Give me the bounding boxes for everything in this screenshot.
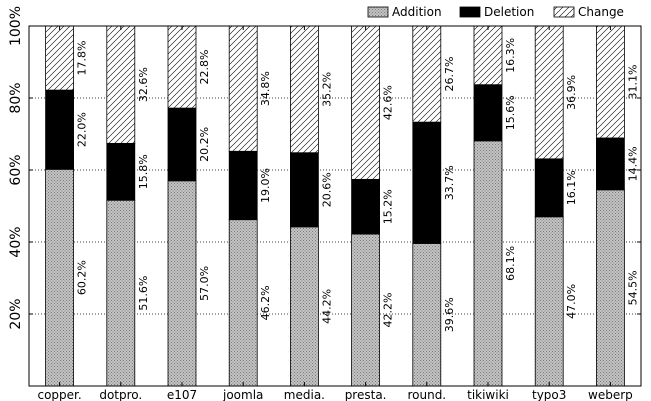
bars: [45, 25, 625, 387]
bar-addition-0: [45, 168, 74, 387]
x-tick-label: tikiwiki: [467, 388, 509, 401]
bar-change-7: [473, 25, 503, 86]
y-tick-label: 20%: [8, 298, 24, 329]
data-label-change-0: 17.8%: [76, 41, 89, 76]
y-tick-label: 60%: [8, 154, 24, 185]
data-label-addition-9: 54.5%: [626, 270, 639, 305]
x-tick-label: joomla: [222, 388, 263, 401]
data-label-deletion-5: 15.2%: [382, 189, 395, 224]
data-label-addition-8: 47.0%: [565, 284, 578, 319]
legend-label-change: Change: [578, 5, 624, 19]
data-label-deletion-6: 33.7%: [443, 165, 456, 200]
data-label-deletion-4: 20.6%: [320, 172, 333, 207]
bar-change-8: [534, 25, 564, 160]
legend-swatch-addition: [367, 6, 389, 18]
data-label-change-7: 16.3%: [504, 38, 517, 73]
bar-addition-5: [351, 233, 381, 387]
bar-deletion-1: [106, 142, 136, 201]
data-labels: 60.2% 22.0% 17.8% 51.6% 15.8% 32.6% 57.0% 20.2%…: [76, 38, 640, 332]
bar-deletion-0: [45, 89, 74, 170]
data-label-deletion-1: 15.8%: [137, 154, 150, 189]
bar-change-4: [289, 25, 319, 154]
data-label-addition-4: 44.2%: [320, 289, 333, 324]
bar-change-0: [45, 25, 74, 91]
data-label-change-2: 22.8%: [198, 50, 211, 85]
data-label-change-9: 31.1%: [626, 65, 639, 100]
data-label-change-4: 35.2%: [320, 72, 333, 107]
x-tick-label: media.: [284, 388, 325, 401]
data-label-addition-7: 68.1%: [504, 246, 517, 281]
x-tick-label: typo3: [532, 388, 566, 401]
data-label-change-3: 34.8%: [259, 71, 272, 106]
bar-addition-4: [289, 226, 319, 387]
y-tick-label: 40%: [8, 226, 24, 257]
bar-addition-7: [473, 140, 503, 387]
x-tick-label: copper.: [37, 388, 81, 401]
plot-frame: [28, 25, 642, 387]
bar-deletion-4: [289, 152, 319, 228]
data-label-addition-1: 51.6%: [137, 276, 150, 311]
data-label-deletion-8: 16.1%: [565, 170, 578, 205]
bar-change-9: [596, 25, 625, 139]
bar-change-2: [167, 25, 197, 109]
data-label-deletion-7: 15.6%: [504, 95, 517, 130]
x-tick-label: dotpro.: [99, 388, 142, 401]
legend-swatch-change: [553, 6, 575, 18]
x-tick-label: round.: [407, 388, 446, 401]
data-label-addition-5: 42.2%: [382, 293, 395, 328]
legend-label-deletion: Deletion: [484, 5, 534, 19]
bar-deletion-8: [534, 158, 564, 218]
data-label-deletion-2: 20.2%: [198, 127, 211, 162]
bar-addition-9: [596, 189, 625, 387]
y-axis: 20% 40% 60% 80% 100%: [8, 6, 641, 330]
data-label-addition-2: 57.0%: [198, 266, 211, 301]
data-label-addition-6: 39.6%: [443, 297, 456, 332]
bar-change-3: [228, 25, 258, 152]
data-label-change-5: 42.6%: [382, 85, 395, 120]
x-tick-label: presta.: [345, 388, 387, 401]
x-tick-label: e107: [167, 388, 197, 401]
data-label-deletion-9: 14.4%: [626, 146, 639, 181]
legend: Addition Deletion Change: [367, 5, 624, 19]
bar-deletion-7: [473, 84, 503, 142]
bar-addition-8: [534, 216, 564, 387]
bar-addition-1: [106, 199, 136, 387]
x-tick-label: weberp: [588, 388, 633, 401]
bar-addition-2: [167, 180, 197, 387]
legend-label-addition: Addition: [392, 5, 442, 19]
y-tick-label: 80%: [8, 82, 24, 113]
data-label-change-6: 26.7%: [443, 57, 456, 92]
bar-deletion-3: [228, 150, 258, 221]
bar-deletion-5: [351, 178, 381, 235]
x-axis: copper. dotpro. e107 joomla media. presta. rou…: [37, 26, 633, 401]
bar-change-6: [412, 25, 442, 123]
bar-change-5: [351, 25, 381, 180]
data-label-change-8: 36.9%: [565, 75, 578, 110]
legend-swatch-deletion: [459, 6, 481, 18]
bar-addition-3: [228, 219, 258, 387]
data-label-addition-0: 60.2%: [76, 260, 89, 295]
bar-deletion-9: [596, 137, 625, 191]
bar-deletion-6: [412, 121, 442, 244]
y-tick-label: 100%: [8, 6, 24, 46]
bar-change-1: [106, 25, 136, 144]
data-label-deletion-0: 22.0%: [76, 112, 89, 147]
data-label-change-1: 32.6%: [137, 67, 150, 102]
bar-addition-6: [412, 243, 442, 387]
data-label-addition-3: 46.2%: [259, 285, 272, 320]
data-label-deletion-3: 19.0%: [259, 168, 272, 203]
bar-deletion-2: [167, 107, 197, 182]
